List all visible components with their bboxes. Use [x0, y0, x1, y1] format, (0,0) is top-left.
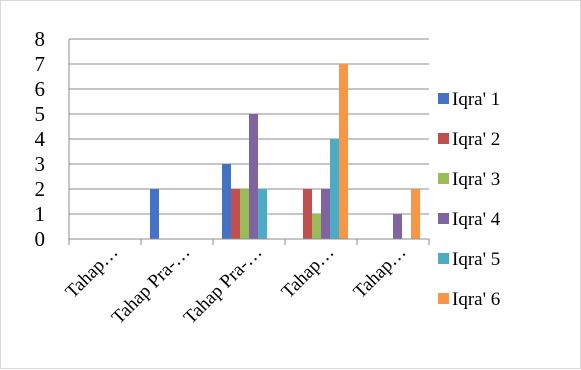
y-tick-label: 2	[35, 177, 46, 201]
y-tick-label: 0	[35, 227, 46, 251]
bar	[393, 214, 402, 239]
bar	[231, 189, 240, 239]
bar	[258, 189, 267, 239]
y-tick-label: 8	[35, 27, 46, 51]
bars	[150, 64, 420, 239]
legend-label: Iqra' 5	[452, 249, 500, 270]
legend-label: Iqra' 2	[452, 129, 500, 150]
legend-swatch	[438, 93, 449, 104]
x-tick-label: Tahap Pra-…	[180, 242, 267, 329]
legend-label: Iqra' 6	[452, 289, 500, 310]
x-axis-ticks: Tahap…Tahap Pra-…Tahap Pra-… Tahap… Tahap…	[62, 242, 411, 329]
bar	[312, 214, 321, 239]
bar	[321, 189, 330, 239]
bar	[222, 164, 231, 239]
bar	[249, 114, 258, 239]
x-tick-label: Tahap…	[350, 242, 411, 303]
axes	[68, 39, 430, 245]
legend-label: Iqra' 4	[452, 209, 501, 230]
legend-swatch	[438, 133, 449, 144]
y-tick-label: 3	[35, 152, 46, 176]
legend: Iqra' 1 Iqra' 2 Iqra' 3 Iqra' 4 Iqra' 5 Iqra'…	[438, 89, 501, 310]
legend-swatch	[438, 173, 449, 184]
bar	[303, 189, 312, 239]
bar	[150, 189, 159, 239]
legend-label: Iqra' 1	[452, 89, 500, 110]
legend-swatch	[438, 253, 449, 264]
x-tick-label: Tahap…	[62, 242, 123, 303]
legend-label: Iqra' 3	[452, 169, 500, 190]
bar	[339, 64, 348, 239]
y-tick-label: 7	[35, 52, 46, 76]
bar	[240, 189, 249, 239]
bar	[330, 139, 339, 239]
x-tick-label: Tahap…	[278, 242, 339, 303]
bar	[411, 189, 420, 239]
y-tick-label: 1	[35, 202, 46, 226]
y-tick-label: 6	[35, 77, 46, 101]
y-tick-label: 5	[35, 102, 46, 126]
y-tick-label: 4	[35, 127, 46, 151]
legend-swatch	[438, 213, 449, 224]
legend-swatch	[438, 293, 449, 304]
